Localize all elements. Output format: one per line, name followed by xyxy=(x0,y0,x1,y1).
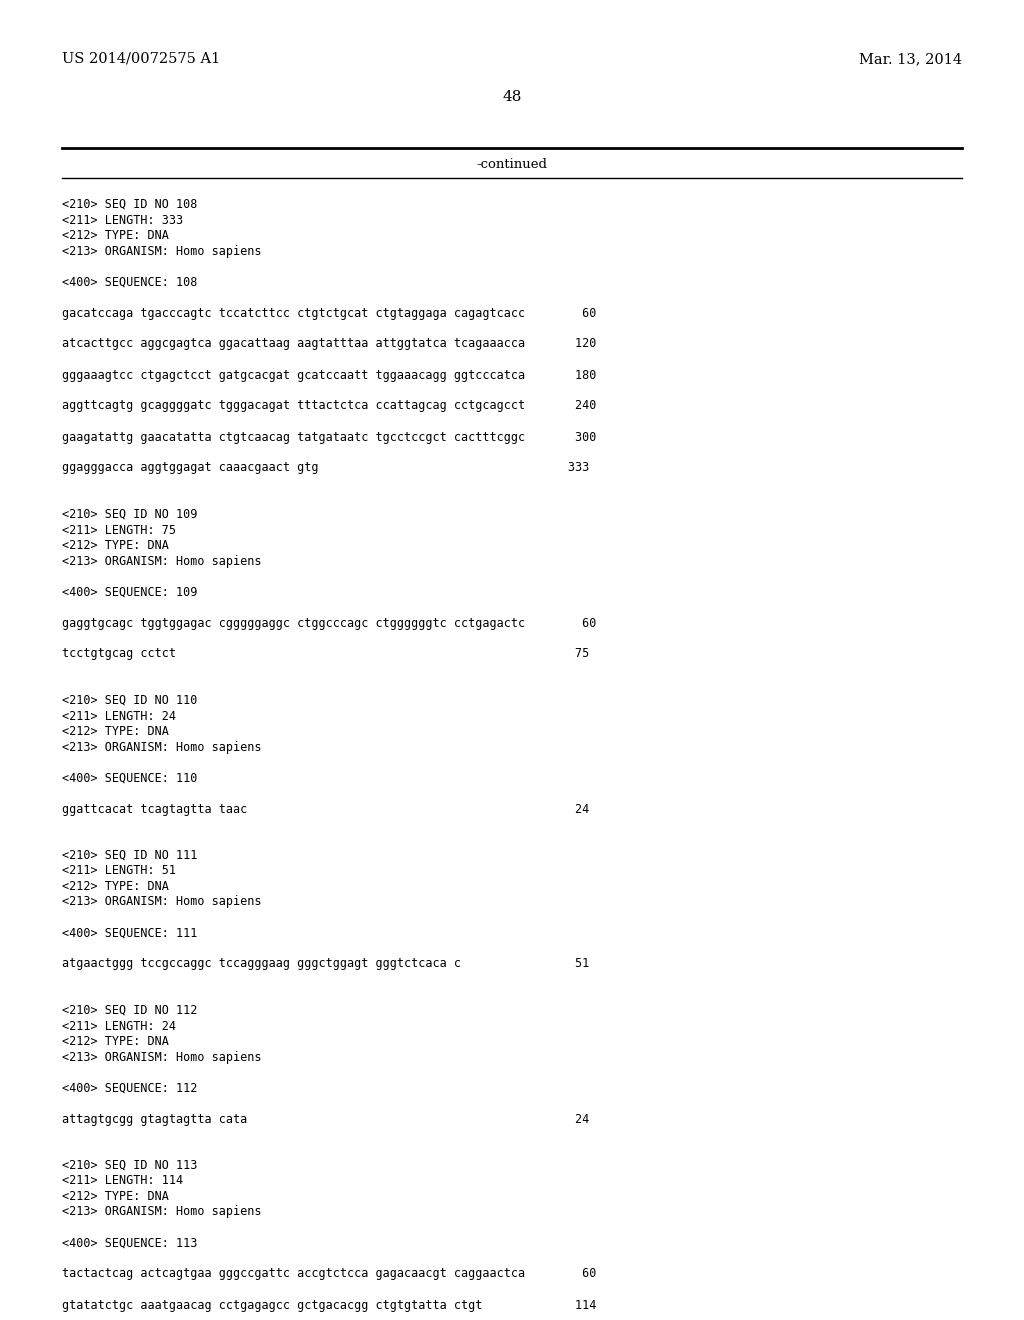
Text: gacatccaga tgacccagtc tccatcttcc ctgtctgcat ctgtaggaga cagagtcacc        60: gacatccaga tgacccagtc tccatcttcc ctgtctg… xyxy=(62,306,596,319)
Text: <213> ORGANISM: Homo sapiens: <213> ORGANISM: Homo sapiens xyxy=(62,244,261,257)
Text: <212> TYPE: DNA: <212> TYPE: DNA xyxy=(62,725,169,738)
Text: <210> SEQ ID NO 109: <210> SEQ ID NO 109 xyxy=(62,508,198,521)
Text: aggttcagtg gcaggggatc tgggacagat tttactctca ccattagcag cctgcagcct       240: aggttcagtg gcaggggatc tgggacagat tttactc… xyxy=(62,400,596,412)
Text: <211> LENGTH: 114: <211> LENGTH: 114 xyxy=(62,1175,183,1188)
Text: <213> ORGANISM: Homo sapiens: <213> ORGANISM: Homo sapiens xyxy=(62,741,261,754)
Text: gaggtgcagc tggtggagac cgggggaggc ctggcccagc ctggggggtc cctgagactc        60: gaggtgcagc tggtggagac cgggggaggc ctggccc… xyxy=(62,616,596,630)
Text: <211> LENGTH: 24: <211> LENGTH: 24 xyxy=(62,1019,176,1032)
Text: ggattcacat tcagtagtta taac                                              24: ggattcacat tcagtagtta taac 24 xyxy=(62,803,589,816)
Text: ggagggacca aggtggagat caaacgaact gtg                                   333: ggagggacca aggtggagat caaacgaact gtg 333 xyxy=(62,462,589,474)
Text: 48: 48 xyxy=(503,90,521,104)
Text: gggaaagtcc ctgagctcct gatgcacgat gcatccaatt tggaaacagg ggtcccatca       180: gggaaagtcc ctgagctcct gatgcacgat gcatcca… xyxy=(62,368,596,381)
Text: -continued: -continued xyxy=(476,158,548,172)
Text: atcacttgcc aggcgagtca ggacattaag aagtatttaa attggtatca tcagaaacca       120: atcacttgcc aggcgagtca ggacattaag aagtatt… xyxy=(62,338,596,351)
Text: <400> SEQUENCE: 111: <400> SEQUENCE: 111 xyxy=(62,927,198,940)
Text: <400> SEQUENCE: 113: <400> SEQUENCE: 113 xyxy=(62,1237,198,1250)
Text: <212> TYPE: DNA: <212> TYPE: DNA xyxy=(62,1035,169,1048)
Text: gtatatctgc aaatgaacag cctgagagcc gctgacacgg ctgtgtatta ctgt             114: gtatatctgc aaatgaacag cctgagagcc gctgaca… xyxy=(62,1299,596,1312)
Text: <213> ORGANISM: Homo sapiens: <213> ORGANISM: Homo sapiens xyxy=(62,1051,261,1064)
Text: <400> SEQUENCE: 109: <400> SEQUENCE: 109 xyxy=(62,586,198,598)
Text: <212> TYPE: DNA: <212> TYPE: DNA xyxy=(62,1191,169,1203)
Text: <400> SEQUENCE: 112: <400> SEQUENCE: 112 xyxy=(62,1081,198,1094)
Text: <210> SEQ ID NO 110: <210> SEQ ID NO 110 xyxy=(62,694,198,708)
Text: <210> SEQ ID NO 112: <210> SEQ ID NO 112 xyxy=(62,1005,198,1016)
Text: <210> SEQ ID NO 111: <210> SEQ ID NO 111 xyxy=(62,849,198,862)
Text: <211> LENGTH: 51: <211> LENGTH: 51 xyxy=(62,865,176,878)
Text: <212> TYPE: DNA: <212> TYPE: DNA xyxy=(62,228,169,242)
Text: <213> ORGANISM: Homo sapiens: <213> ORGANISM: Homo sapiens xyxy=(62,1205,261,1218)
Text: <210> SEQ ID NO 108: <210> SEQ ID NO 108 xyxy=(62,198,198,211)
Text: <210> SEQ ID NO 113: <210> SEQ ID NO 113 xyxy=(62,1159,198,1172)
Text: atgaactggg tccgccaggc tccagggaag gggctggagt gggtctcaca c                51: atgaactggg tccgccaggc tccagggaag gggctgg… xyxy=(62,957,589,970)
Text: attagtgcgg gtagtagtta cata                                              24: attagtgcgg gtagtagtta cata 24 xyxy=(62,1113,589,1126)
Text: US 2014/0072575 A1: US 2014/0072575 A1 xyxy=(62,51,220,66)
Text: <213> ORGANISM: Homo sapiens: <213> ORGANISM: Homo sapiens xyxy=(62,554,261,568)
Text: tactactcag actcagtgaa gggccgattc accgtctcca gagacaacgt caggaactca        60: tactactcag actcagtgaa gggccgattc accgtct… xyxy=(62,1267,596,1280)
Text: <213> ORGANISM: Homo sapiens: <213> ORGANISM: Homo sapiens xyxy=(62,895,261,908)
Text: <211> LENGTH: 75: <211> LENGTH: 75 xyxy=(62,524,176,536)
Text: Mar. 13, 2014: Mar. 13, 2014 xyxy=(859,51,962,66)
Text: tcctgtgcag cctct                                                        75: tcctgtgcag cctct 75 xyxy=(62,648,589,660)
Text: <400> SEQUENCE: 108: <400> SEQUENCE: 108 xyxy=(62,276,198,289)
Text: <212> TYPE: DNA: <212> TYPE: DNA xyxy=(62,880,169,894)
Text: <211> LENGTH: 333: <211> LENGTH: 333 xyxy=(62,214,183,227)
Text: <212> TYPE: DNA: <212> TYPE: DNA xyxy=(62,539,169,552)
Text: gaagatattg gaacatatta ctgtcaacag tatgataatc tgcctccgct cactttcggc       300: gaagatattg gaacatatta ctgtcaacag tatgata… xyxy=(62,430,596,444)
Text: <211> LENGTH: 24: <211> LENGTH: 24 xyxy=(62,710,176,722)
Text: <400> SEQUENCE: 110: <400> SEQUENCE: 110 xyxy=(62,771,198,784)
